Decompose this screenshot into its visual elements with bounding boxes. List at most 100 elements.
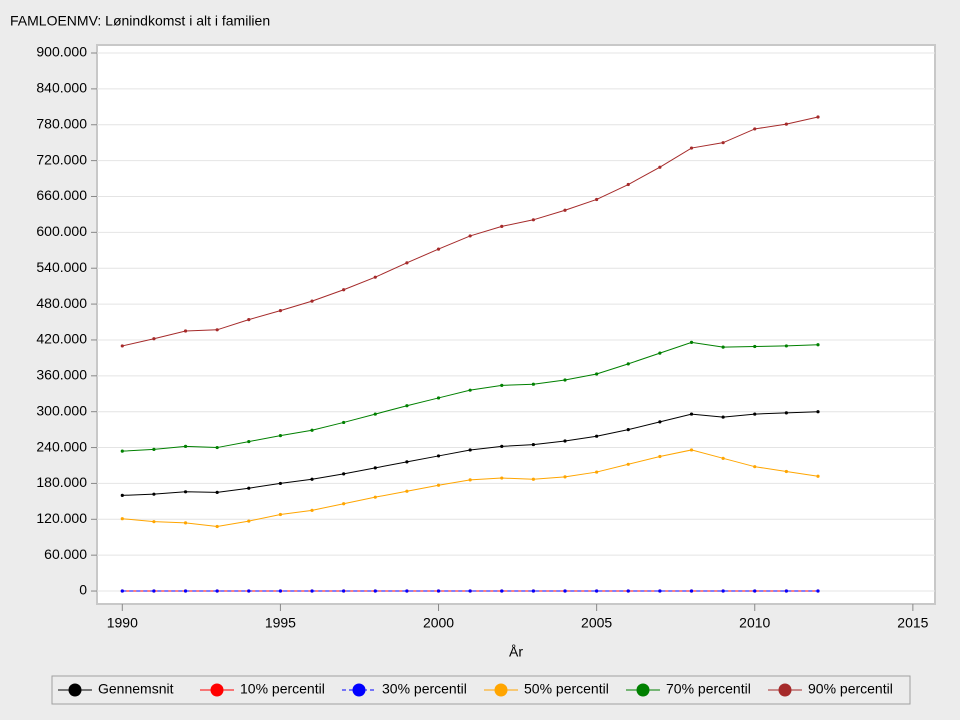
y-tick-label: 240.000 bbox=[36, 438, 87, 454]
data-point bbox=[626, 462, 630, 466]
data-point bbox=[753, 344, 757, 349]
data-point bbox=[436, 483, 441, 487]
data-point bbox=[531, 589, 535, 593]
data-point bbox=[753, 412, 757, 416]
data-point bbox=[563, 589, 567, 593]
legend-marker bbox=[352, 683, 366, 697]
data-point bbox=[247, 519, 251, 523]
data-point bbox=[816, 410, 820, 414]
data-point bbox=[595, 372, 599, 376]
data-point bbox=[247, 318, 251, 322]
legend-marker bbox=[68, 683, 82, 697]
data-point bbox=[658, 589, 662, 593]
data-point bbox=[120, 517, 124, 521]
data-point bbox=[784, 589, 788, 593]
data-point bbox=[816, 115, 820, 119]
data-point bbox=[531, 442, 535, 447]
x-tick-label: 2000 bbox=[423, 615, 454, 631]
data-point bbox=[215, 328, 219, 332]
data-point bbox=[278, 481, 283, 486]
data-point bbox=[278, 589, 283, 593]
data-point bbox=[595, 434, 599, 438]
data-point bbox=[373, 495, 377, 499]
data-point bbox=[120, 344, 124, 348]
data-point bbox=[183, 589, 188, 593]
data-point bbox=[278, 512, 283, 517]
data-point bbox=[405, 460, 409, 464]
legend-label: Gennemsnit bbox=[98, 681, 174, 697]
data-point bbox=[310, 589, 314, 593]
data-point bbox=[247, 439, 251, 444]
x-tick-label: 2015 bbox=[897, 615, 928, 631]
data-point bbox=[500, 383, 504, 387]
data-point bbox=[626, 428, 630, 432]
y-tick-label: 900.000 bbox=[36, 44, 87, 60]
plot-area bbox=[96, 44, 936, 605]
data-point bbox=[500, 224, 504, 228]
data-point bbox=[816, 474, 820, 478]
data-point bbox=[689, 340, 694, 344]
data-point bbox=[215, 490, 219, 494]
data-point bbox=[373, 412, 377, 416]
data-point bbox=[500, 589, 504, 593]
y-tick-label: 120.000 bbox=[36, 510, 87, 526]
data-point bbox=[468, 589, 472, 593]
legend-marker bbox=[636, 683, 650, 697]
legend-label: 90% percentil bbox=[808, 681, 893, 697]
legend-label: 30% percentil bbox=[382, 681, 467, 697]
y-tick-label: 840.000 bbox=[36, 80, 87, 96]
y-tick-label: 360.000 bbox=[36, 367, 87, 383]
data-point bbox=[721, 141, 725, 145]
data-point bbox=[753, 465, 757, 469]
data-point bbox=[405, 261, 409, 265]
x-tick-label: 2010 bbox=[739, 615, 770, 631]
data-point bbox=[658, 454, 662, 459]
data-point bbox=[595, 197, 599, 202]
data-point bbox=[500, 476, 504, 480]
data-point bbox=[626, 589, 630, 593]
y-tick-label: 300.000 bbox=[36, 402, 87, 418]
data-point bbox=[563, 439, 567, 443]
data-point bbox=[342, 472, 346, 476]
x-tick-label: 1995 bbox=[265, 615, 296, 631]
x-tick-label: 1990 bbox=[107, 615, 138, 631]
data-point bbox=[120, 589, 124, 593]
data-point bbox=[784, 344, 788, 348]
data-point bbox=[436, 396, 441, 400]
data-point bbox=[436, 247, 441, 251]
data-point bbox=[531, 477, 535, 481]
data-point bbox=[310, 477, 314, 481]
data-point bbox=[626, 182, 630, 187]
data-point bbox=[215, 445, 219, 450]
data-point bbox=[784, 411, 788, 415]
data-point bbox=[152, 520, 156, 524]
data-point bbox=[721, 415, 725, 419]
data-point bbox=[500, 444, 504, 448]
data-point bbox=[436, 589, 441, 593]
chart-title: FAMLOENMV: Lønindkomst i alt i familien bbox=[10, 13, 270, 29]
legend-marker bbox=[494, 683, 508, 697]
legend bbox=[51, 675, 911, 705]
data-point bbox=[721, 456, 725, 460]
data-point bbox=[247, 589, 251, 593]
y-tick-label: 0 bbox=[79, 582, 87, 598]
data-point bbox=[310, 428, 314, 432]
data-point bbox=[468, 388, 472, 392]
legend-marker bbox=[778, 683, 792, 697]
data-point bbox=[721, 589, 725, 593]
data-point bbox=[278, 434, 283, 438]
data-point bbox=[468, 234, 472, 238]
y-tick-label: 420.000 bbox=[36, 331, 87, 347]
data-point bbox=[468, 448, 472, 452]
data-point bbox=[183, 490, 188, 494]
data-point bbox=[183, 329, 188, 333]
data-point bbox=[689, 146, 694, 150]
y-tick-label: 720.000 bbox=[36, 151, 87, 167]
data-point bbox=[310, 299, 314, 303]
data-point bbox=[595, 589, 599, 593]
data-point bbox=[310, 508, 314, 512]
data-point bbox=[152, 337, 156, 341]
y-tick-label: 540.000 bbox=[36, 259, 87, 275]
data-point bbox=[342, 589, 346, 593]
